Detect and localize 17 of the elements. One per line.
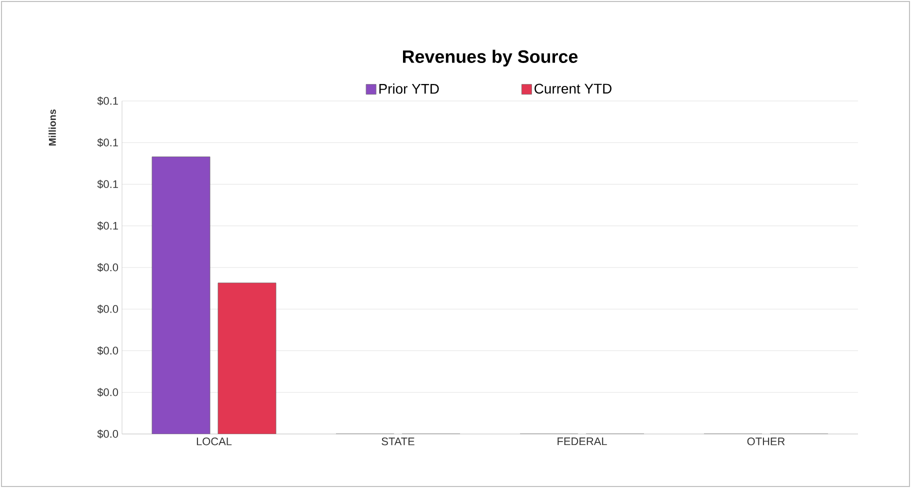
x-tick-label: FEDERAL (558, 438, 607, 446)
y-tick-label: $0.1 (97, 96, 118, 106)
y-tick-label: $0.0 (97, 304, 118, 314)
y-tick-label: $0.1 (97, 221, 118, 230)
y-axis-title: Millions (48, 109, 56, 146)
x-tick-label: OTHER (747, 438, 785, 446)
legend-label: Current YTD (534, 84, 612, 94)
y-tick-label: $0.0 (97, 346, 118, 356)
y-tick-label: $0.0 (97, 263, 118, 272)
x-tick-label: LOCAL (196, 438, 232, 446)
chart-title: Revenues by Source (403, 50, 578, 67)
x-tick-label: STATE (382, 438, 414, 446)
y-tick-label: $0.1 (97, 180, 118, 189)
y-tick-label: $0.0 (97, 430, 118, 438)
legend-label: Prior YTD (379, 84, 439, 94)
y-tick-label: $0.1 (97, 138, 118, 148)
y-tick-label: $0.0 (97, 388, 118, 397)
